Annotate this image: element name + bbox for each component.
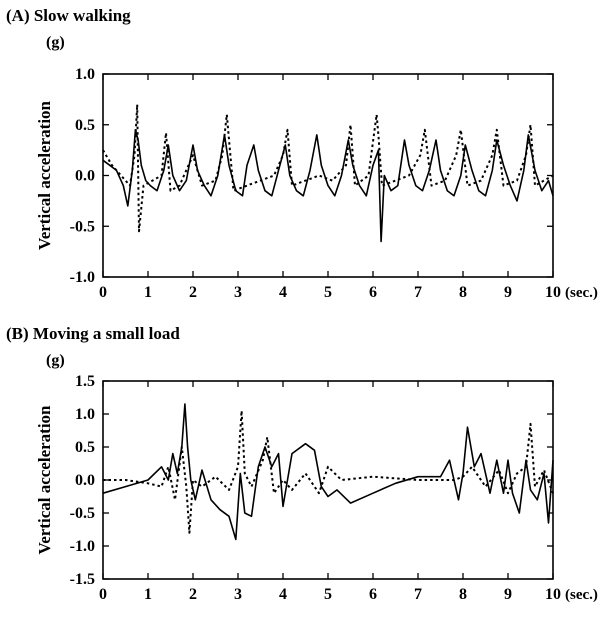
panel-a-y-tick-label: -0.5 <box>70 218 95 235</box>
panel-a-x-tick-label: 8 <box>459 284 467 300</box>
panel-a-x-tick-label: 5 <box>324 284 332 300</box>
panel-a-x-tick-label: 9 <box>504 284 512 300</box>
panel-b-series-solid-line <box>102 403 554 541</box>
panel-a-series-solid-line <box>102 129 554 243</box>
panel-a-x-tick-label: 4 <box>279 284 287 300</box>
panel-b-x-tick-label: 0 <box>99 586 107 603</box>
panel-b-y-tick-label: -0.5 <box>70 505 95 522</box>
panel-b-x-tick-label: 7 <box>414 586 422 603</box>
panel-b-chart: 0 1 2 3 4 5 6 7 8 9 10 (sec.) 1.5 1.0 0.5 0.0 -0.5 -1.0 -1… <box>35 373 598 603</box>
panel-a-x-tick-label: 6 <box>369 284 377 300</box>
panel-a-chart: 0 1 2 3 4 5 6 7 8 9 10 (sec.) 1.0 0.5 0.0 -0.5 -1.0 Verti… <box>35 66 598 300</box>
panel-a-y-axis-label: Vertical acceleration <box>35 100 54 250</box>
panel-a-x-tick-label: 2 <box>189 284 197 300</box>
panel-b-x-tick-label: 3 <box>234 586 242 603</box>
panel-b-y-tick-label: 0.5 <box>75 439 95 456</box>
panel-b-y-axis-label: Vertical acceleration <box>35 405 54 555</box>
panel-a-series-dotted-line <box>102 103 554 233</box>
panel-a-x-tick-label: 10 <box>545 284 561 300</box>
panel-b-x-tick-label: 8 <box>459 586 467 603</box>
panel-a-x-tick-label: 1 <box>144 284 152 300</box>
panel-b-plot-frame <box>102 380 554 580</box>
panel-a-x-tick-label: 7 <box>414 284 422 300</box>
panel-a-x-tick-label: 0 <box>99 284 107 300</box>
panel-b-x-tick-label: 9 <box>504 586 512 603</box>
panel-b-unit-label: (g) <box>46 352 65 369</box>
panel-a-y-tick-label: 1.0 <box>75 66 95 83</box>
panel-a-y-tick-label: 0.0 <box>75 168 95 185</box>
panel-b-x-tick-label: 5 <box>324 586 332 603</box>
panel-b-y-tick-label: -1.0 <box>70 538 95 555</box>
panel-a-unit-label: (g) <box>46 34 65 51</box>
panel-b-x-tick-label: 4 <box>279 586 287 603</box>
panel-b-y-tick-label: -1.5 <box>70 571 95 588</box>
panel-a-plot-frame <box>102 73 554 278</box>
panel-b-x-tick-label: 10 <box>545 586 561 603</box>
panel-b-y-tick-label: 1.0 <box>75 406 95 423</box>
panel-b-title: (B) Moving a small load <box>6 324 180 343</box>
panel-b-y-tick-label: 1.5 <box>75 373 95 390</box>
panel-a-y-tick-label: 0.5 <box>75 117 95 134</box>
panel-b-x-tick-label: 1 <box>144 586 152 603</box>
panel-b-series-dotted-line <box>103 409 554 534</box>
panel-a: (A) Slow walking (g) 0 1 2 3 4 5 6 7 8 9 10 (sec.) 1… <box>0 0 609 300</box>
panel-a-title: (A) Slow walking <box>6 6 131 25</box>
panel-a-x-tick-label: 3 <box>234 284 242 300</box>
panel-b-x-unit-label: (sec.) <box>565 587 598 603</box>
panel-b-x-tick-label: 2 <box>189 586 197 603</box>
panel-a-y-tick-label: -1.0 <box>70 269 95 286</box>
panel-a-x-unit-label: (sec.) <box>565 285 598 300</box>
panel-b: (B) Moving a small load (g) 0 1 2 3 4 5 6 7 8 9 10… <box>0 318 609 637</box>
panel-b-x-tick-label: 6 <box>369 586 377 603</box>
panel-b-y-tick-label: 0.0 <box>75 472 95 489</box>
